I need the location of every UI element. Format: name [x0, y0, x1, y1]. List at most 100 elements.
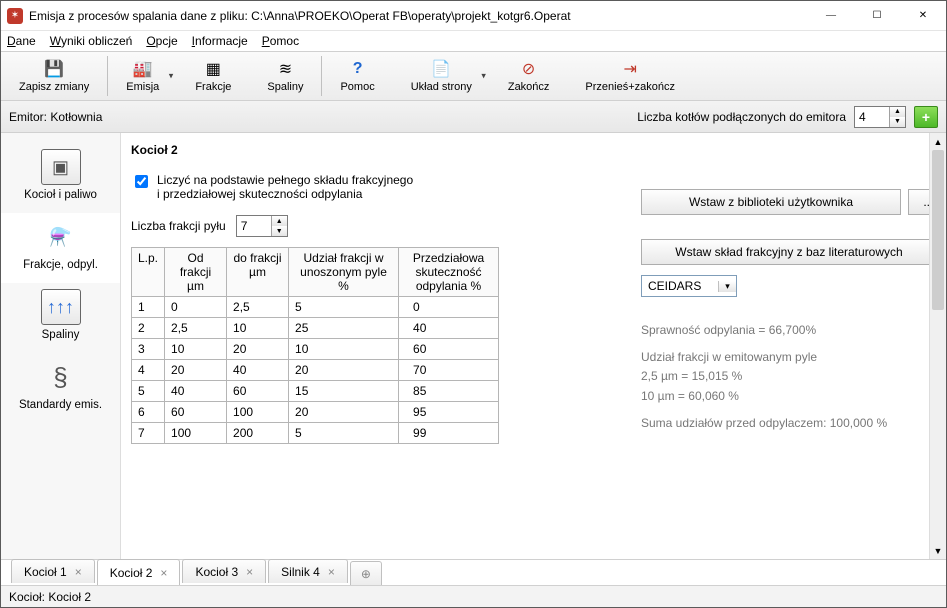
toolbar-exhaust[interactable]: ≋ Spaliny [249, 52, 321, 100]
close-button[interactable]: ✕ [900, 1, 946, 30]
tab-add[interactable]: ⊕ [350, 561, 382, 585]
table-cell[interactable]: 20 [289, 402, 399, 423]
nav-label: Kocioł i paliwo [1, 189, 120, 201]
table-cell[interactable]: 0 [399, 297, 499, 318]
scroll-down[interactable]: ▼ [930, 542, 946, 559]
table-cell[interactable]: 20 [227, 339, 289, 360]
menu-dane[interactable]: Dane [7, 34, 36, 48]
table-cell[interactable]: 1 [132, 297, 165, 318]
tab-kocioł-1[interactable]: Kocioł 1× [11, 559, 95, 583]
tab-kocioł-3[interactable]: Kocioł 3× [182, 559, 266, 583]
table-cell[interactable]: 70 [399, 360, 499, 381]
table-cell[interactable]: 99 [399, 423, 499, 444]
toolbar-fractions[interactable]: ▦ Frakcje [177, 52, 249, 100]
menu-wyniki[interactable]: Wyniki obliczeń [50, 34, 133, 48]
scroll-up[interactable]: ▲ [930, 133, 946, 150]
toolbar-transfer-finish[interactable]: ⇥ Przenieś+zakończ [567, 52, 693, 100]
table-cell[interactable]: 10 [165, 339, 227, 360]
table-cell[interactable]: 40 [399, 318, 499, 339]
table-cell[interactable]: 4 [132, 360, 165, 381]
status-bar: Kocioł: Kocioł 2 [1, 585, 946, 607]
table-row[interactable]: 6601002095 [132, 402, 499, 423]
spinner-down[interactable]: ▼ [271, 226, 287, 236]
table-row[interactable]: 540601585 [132, 381, 499, 402]
table-cell[interactable]: 85 [399, 381, 499, 402]
table-cell[interactable]: 5 [289, 297, 399, 318]
full-composition-checkbox[interactable] [135, 175, 148, 188]
nav-frakcje-odpyl[interactable]: ⚗️ Frakcje, odpyl. [1, 213, 120, 283]
toolbar-layout[interactable]: 📄 Układ strony [393, 52, 490, 100]
fraction-count-input[interactable] [237, 219, 271, 233]
app-icon: ✶ [7, 8, 23, 24]
table-cell[interactable]: 10 [289, 339, 399, 360]
add-boiler-button[interactable]: + [914, 106, 938, 128]
maximize-button[interactable]: ☐ [854, 1, 900, 30]
tab-kocioł-2[interactable]: Kocioł 2× [97, 559, 181, 585]
tab-close-icon[interactable]: × [75, 565, 82, 579]
table-row[interactable]: 420402070 [132, 360, 499, 381]
tab-strip: Kocioł 1×Kocioł 2×Kocioł 3×Silnik 4× ⊕ [1, 559, 946, 585]
table-cell[interactable]: 100 [165, 423, 227, 444]
table-row[interactable]: 310201060 [132, 339, 499, 360]
toolbar-save[interactable]: 💾 Zapisz zmiany [1, 52, 107, 100]
minimize-button[interactable]: — [808, 1, 854, 30]
table-cell[interactable]: 0 [165, 297, 227, 318]
nav-spaliny[interactable]: ↑↑↑ Spaliny [1, 283, 120, 353]
app-window: ✶ Emisja z procesów spalania dane z plik… [0, 0, 947, 608]
spinner-up[interactable]: ▲ [271, 216, 287, 226]
status-text: Kocioł: Kocioł 2 [9, 590, 91, 604]
fraction-count-spinner[interactable]: ▲ ▼ [236, 215, 288, 237]
table-cell[interactable]: 3 [132, 339, 165, 360]
tab-close-icon[interactable]: × [160, 566, 167, 580]
toolbar-emission[interactable]: 🏭 Emisja [108, 52, 177, 100]
spinner-up[interactable]: ▲ [889, 107, 905, 117]
table-cell[interactable]: 5 [289, 423, 399, 444]
table-cell[interactable]: 2 [132, 318, 165, 339]
stat-line: Udział frakcji w emitowanym pyle [641, 348, 946, 367]
toolbar-help[interactable]: ? Pomoc [322, 52, 392, 100]
table-cell[interactable]: 15 [289, 381, 399, 402]
table-cell[interactable]: 200 [227, 423, 289, 444]
nav-kociol-paliwo[interactable]: ▣ Kocioł i paliwo [1, 143, 120, 213]
table-cell[interactable]: 60 [399, 339, 499, 360]
table-cell[interactable]: 7 [132, 423, 165, 444]
menu-informacje[interactable]: Informacje [192, 34, 248, 48]
table-cell[interactable]: 2,5 [165, 318, 227, 339]
table-row[interactable]: 102,550 [132, 297, 499, 318]
menu-bar: Dane Wyniki obliczeń Opcje Informacje Po… [1, 31, 946, 51]
table-cell[interactable]: 60 [227, 381, 289, 402]
table-cell[interactable]: 6 [132, 402, 165, 423]
table-cell[interactable]: 20 [165, 360, 227, 381]
table-cell[interactable]: 100 [227, 402, 289, 423]
layout-icon: 📄 [431, 59, 451, 79]
tab-close-icon[interactable]: × [328, 565, 335, 579]
boiler-count-input[interactable] [855, 110, 889, 124]
table-row[interactable]: 7100200599 [132, 423, 499, 444]
table-cell[interactable]: 5 [132, 381, 165, 402]
vertical-scrollbar[interactable]: ▲ ▼ [929, 133, 946, 559]
table-cell[interactable]: 10 [227, 318, 289, 339]
scroll-thumb[interactable] [932, 150, 944, 310]
table-cell[interactable]: 25 [289, 318, 399, 339]
table-cell[interactable]: 20 [289, 360, 399, 381]
table-row[interactable]: 22,5102540 [132, 318, 499, 339]
table-cell[interactable]: 40 [227, 360, 289, 381]
fraction-table[interactable]: L.p. Od frakcji µm do frakcji µm Udział … [131, 247, 499, 444]
table-cell[interactable]: 60 [165, 402, 227, 423]
nav-standardy[interactable]: § Standardy emis. [1, 353, 120, 423]
spinner-down[interactable]: ▼ [889, 117, 905, 127]
tab-silnik-4[interactable]: Silnik 4× [268, 559, 348, 583]
menu-label: yniki obliczeń [61, 34, 132, 48]
table-cell[interactable]: 95 [399, 402, 499, 423]
toolbar-finish[interactable]: ⊘ Zakończ [490, 52, 568, 100]
source-combo[interactable]: CEIDARS ▾ [641, 275, 737, 297]
boiler-count-spinner[interactable]: ▲ ▼ [854, 106, 906, 128]
scroll-track[interactable] [930, 310, 946, 542]
btn-literature[interactable]: Wstaw skład frakcyjny z baz literaturowy… [641, 239, 937, 265]
menu-pomoc[interactable]: Pomoc [262, 34, 299, 48]
table-cell[interactable]: 2,5 [227, 297, 289, 318]
menu-opcje[interactable]: Opcje [146, 34, 177, 48]
btn-user-library[interactable]: Wstaw z biblioteki użytkownika [641, 189, 901, 215]
tab-close-icon[interactable]: × [246, 565, 253, 579]
table-cell[interactable]: 40 [165, 381, 227, 402]
